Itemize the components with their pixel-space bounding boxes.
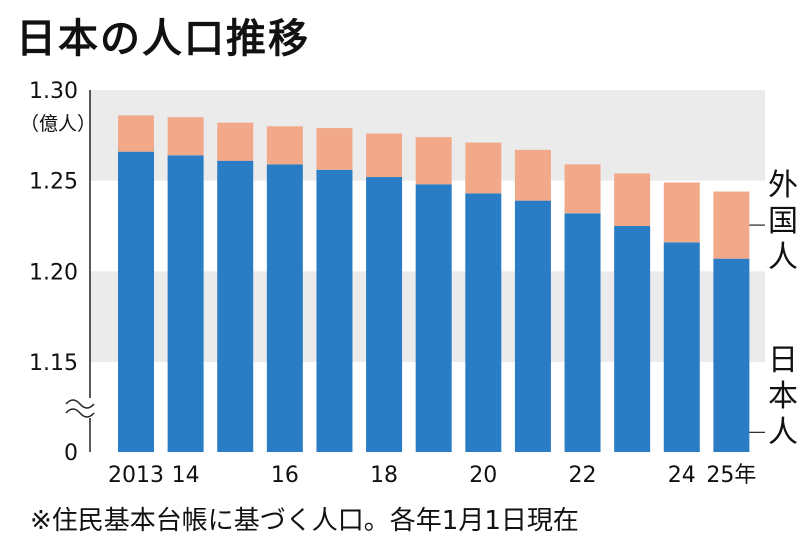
y-tick-label: 1.15: [29, 351, 78, 376]
bar-japanese: [167, 155, 204, 452]
bar-foreign: [118, 115, 154, 152]
bar-japanese: [564, 213, 601, 452]
bar-foreign: [217, 122, 254, 161]
bar-foreign: [167, 117, 204, 156]
bar-foreign: [316, 128, 353, 170]
bar-japanese: [415, 184, 452, 452]
bar-foreign: [465, 142, 502, 194]
bar-foreign: [713, 191, 750, 259]
y-tick-label: 1.30: [29, 79, 78, 104]
legend-label-japanese: 人: [768, 415, 798, 450]
chart-title: 日本の人口推移: [16, 16, 310, 62]
legend-label-foreign: 人: [768, 240, 798, 275]
axis-break-mark: [65, 399, 95, 409]
bar-japanese: [514, 200, 551, 452]
x-tick-label: 16: [271, 463, 299, 488]
y-unit-label: （億人）: [20, 113, 96, 135]
x-tick-label: 20: [469, 463, 497, 488]
bar-japanese: [663, 242, 700, 452]
x-tick-label: 25年: [706, 463, 756, 488]
bar-foreign: [366, 133, 403, 178]
bar-japanese: [217, 160, 254, 452]
bar-japanese: [266, 164, 303, 452]
x-tick-label: 22: [569, 463, 597, 488]
bar-japanese: [366, 177, 403, 453]
x-tick-label: 2013: [108, 463, 164, 488]
x-tick-label: 24: [668, 463, 696, 488]
bar-japanese: [465, 193, 502, 453]
bar-foreign: [514, 149, 551, 201]
y-tick-label: 0: [64, 441, 78, 466]
y-tick-label: 1.20: [29, 260, 78, 285]
bar-foreign: [266, 126, 303, 165]
y-tick-label: 1.25: [29, 170, 78, 195]
legend-label-foreign: 国: [768, 204, 798, 239]
bar-japanese: [118, 151, 154, 453]
x-tick-label: 14: [172, 463, 200, 488]
bar-japanese: [316, 169, 353, 452]
source-note: ※住民基本台帳に基づく人口。各年1月1日現在: [30, 506, 579, 536]
bar-foreign: [663, 182, 700, 243]
axis-break-mark: [65, 408, 95, 418]
bar-foreign: [564, 164, 601, 214]
x-tick-label: 18: [370, 463, 398, 488]
legend-label-japanese: 本: [768, 379, 798, 414]
bar-foreign: [614, 173, 651, 226]
bar-foreign: [415, 137, 452, 185]
legend-label-foreign: 外: [768, 168, 798, 203]
bar-japanese: [614, 226, 651, 452]
bar-japanese: [713, 258, 750, 452]
legend-label-japanese: 日: [768, 343, 798, 378]
